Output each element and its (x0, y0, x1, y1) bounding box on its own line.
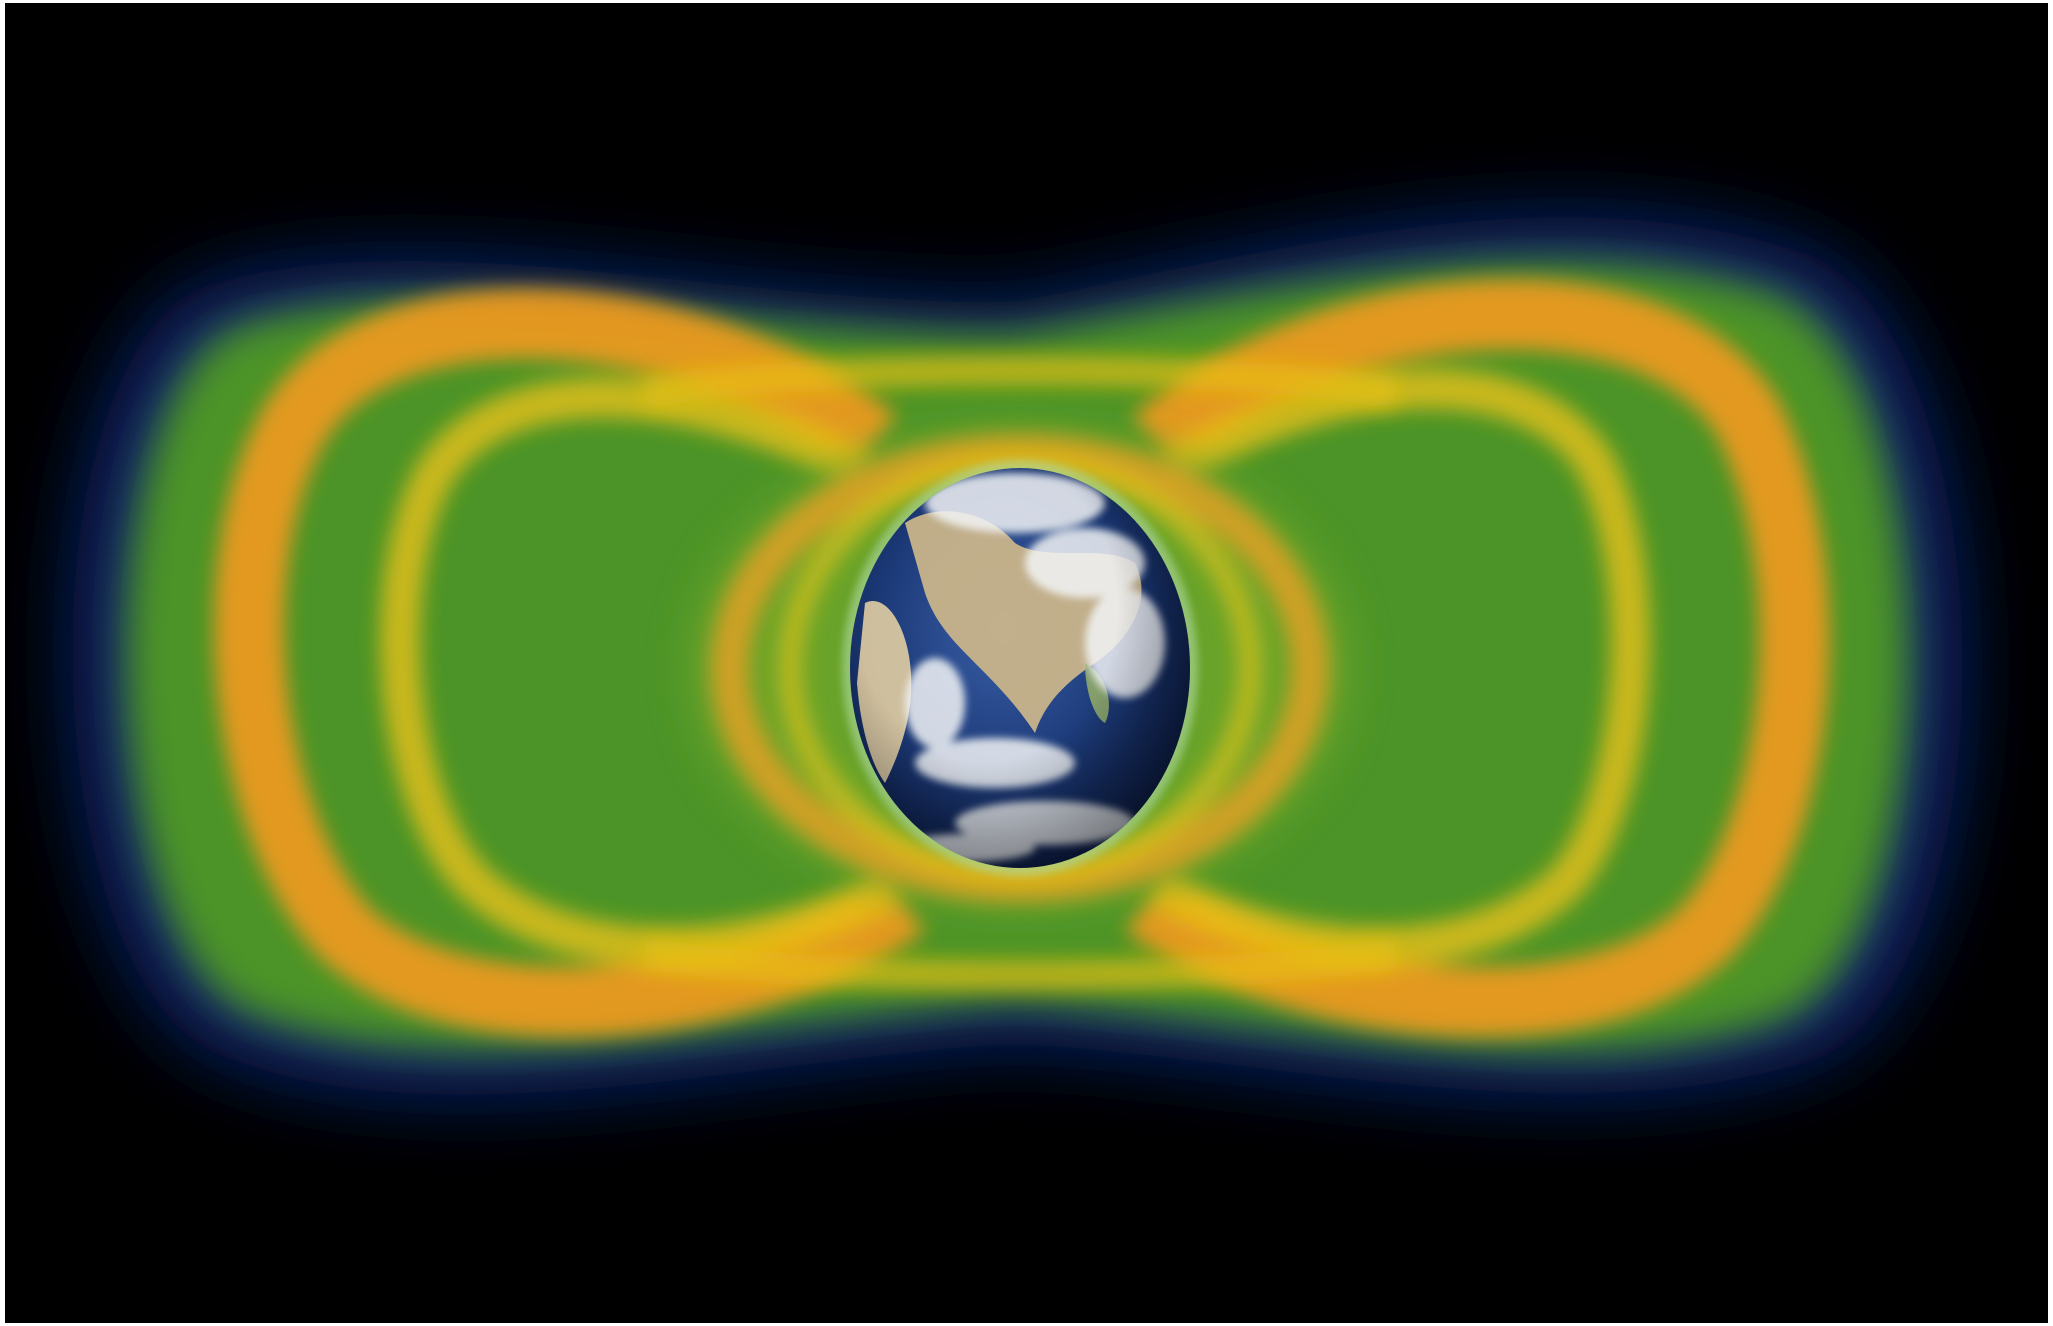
radiation-belts-scene (5, 3, 2048, 1323)
image-frame (5, 3, 2048, 1323)
earth-globe-icon (842, 460, 1198, 876)
